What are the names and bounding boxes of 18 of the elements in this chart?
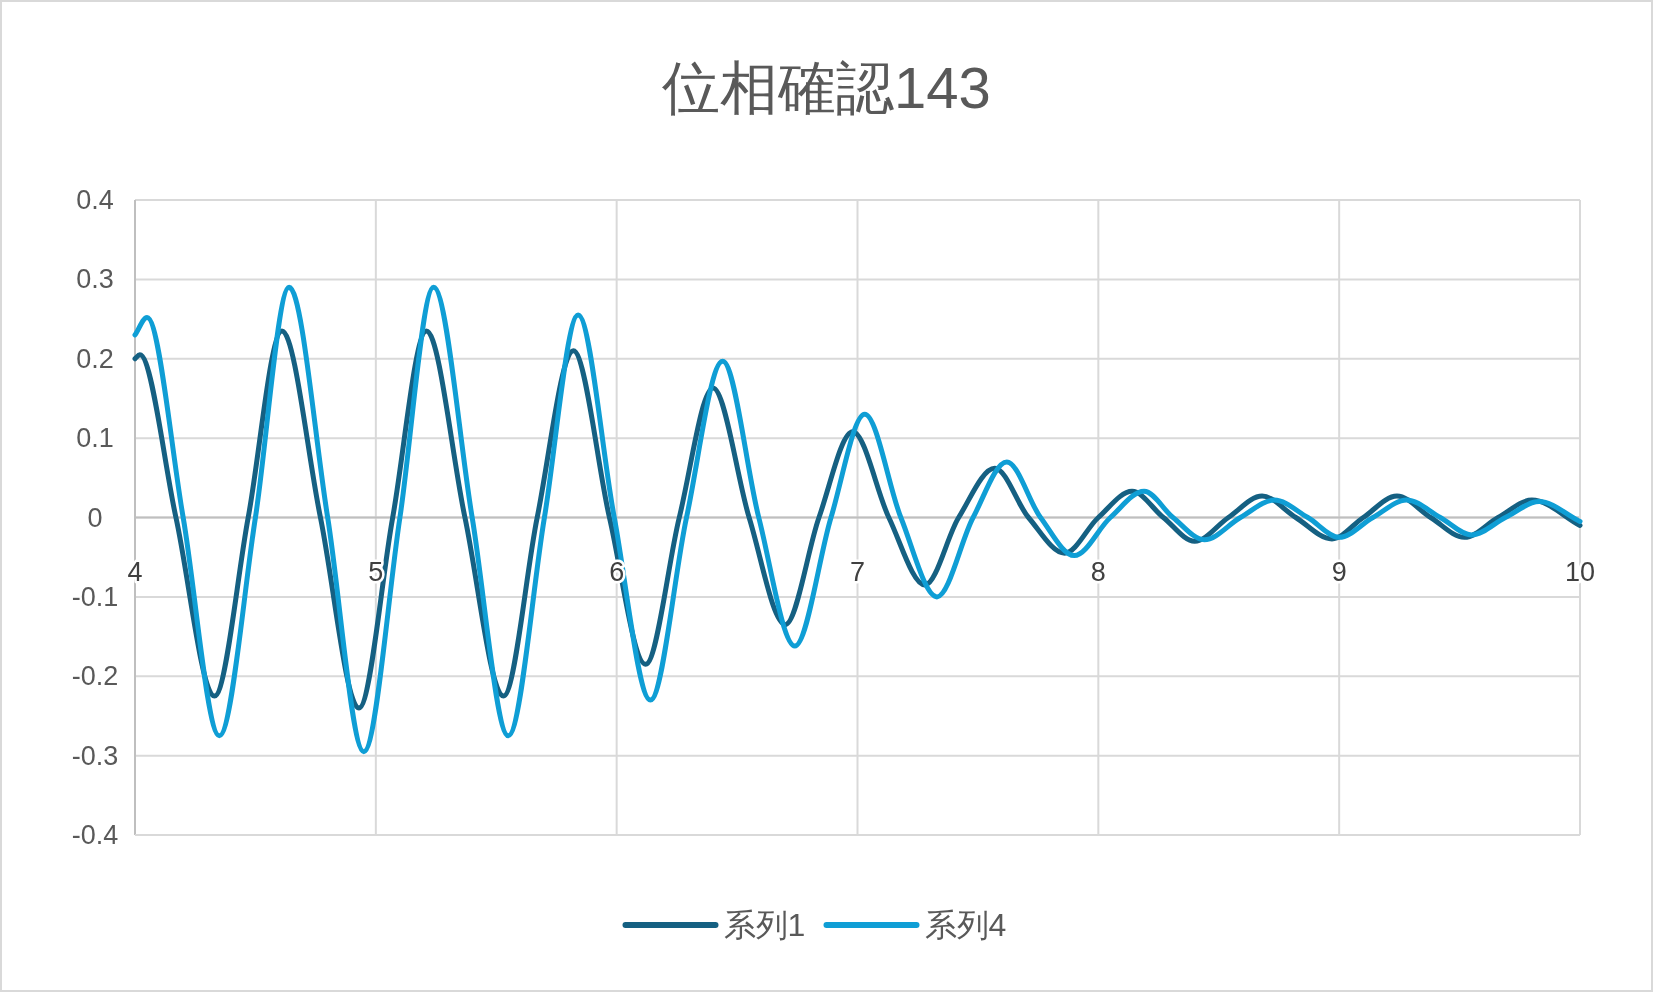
y-tick-label: 0.3	[76, 264, 114, 295]
chart-title: 位相確認143	[662, 55, 991, 120]
y-tick-label: 0.4	[76, 185, 114, 215]
y-tick-label: -0.3	[71, 740, 119, 771]
x-tick-label: 8	[1090, 556, 1106, 587]
y-tick-label: -0.4	[71, 820, 119, 850]
x-tick-label: 7	[849, 556, 866, 587]
y-tick-label: 0	[87, 502, 103, 533]
y-tick-label: -0.1	[71, 581, 119, 612]
x-tick-label: 4	[127, 556, 143, 587]
x-tick-label: 10	[1564, 556, 1596, 587]
x-tick-label: 5	[368, 556, 384, 587]
legend-label: 系列4	[924, 907, 1007, 943]
y-tick-label: 0.2	[76, 343, 114, 374]
legend-label: 系列1	[723, 907, 806, 943]
y-tick-label: 0.1	[76, 423, 114, 454]
x-tick-label: 9	[1331, 556, 1347, 587]
y-tick-label: -0.2	[71, 661, 119, 692]
